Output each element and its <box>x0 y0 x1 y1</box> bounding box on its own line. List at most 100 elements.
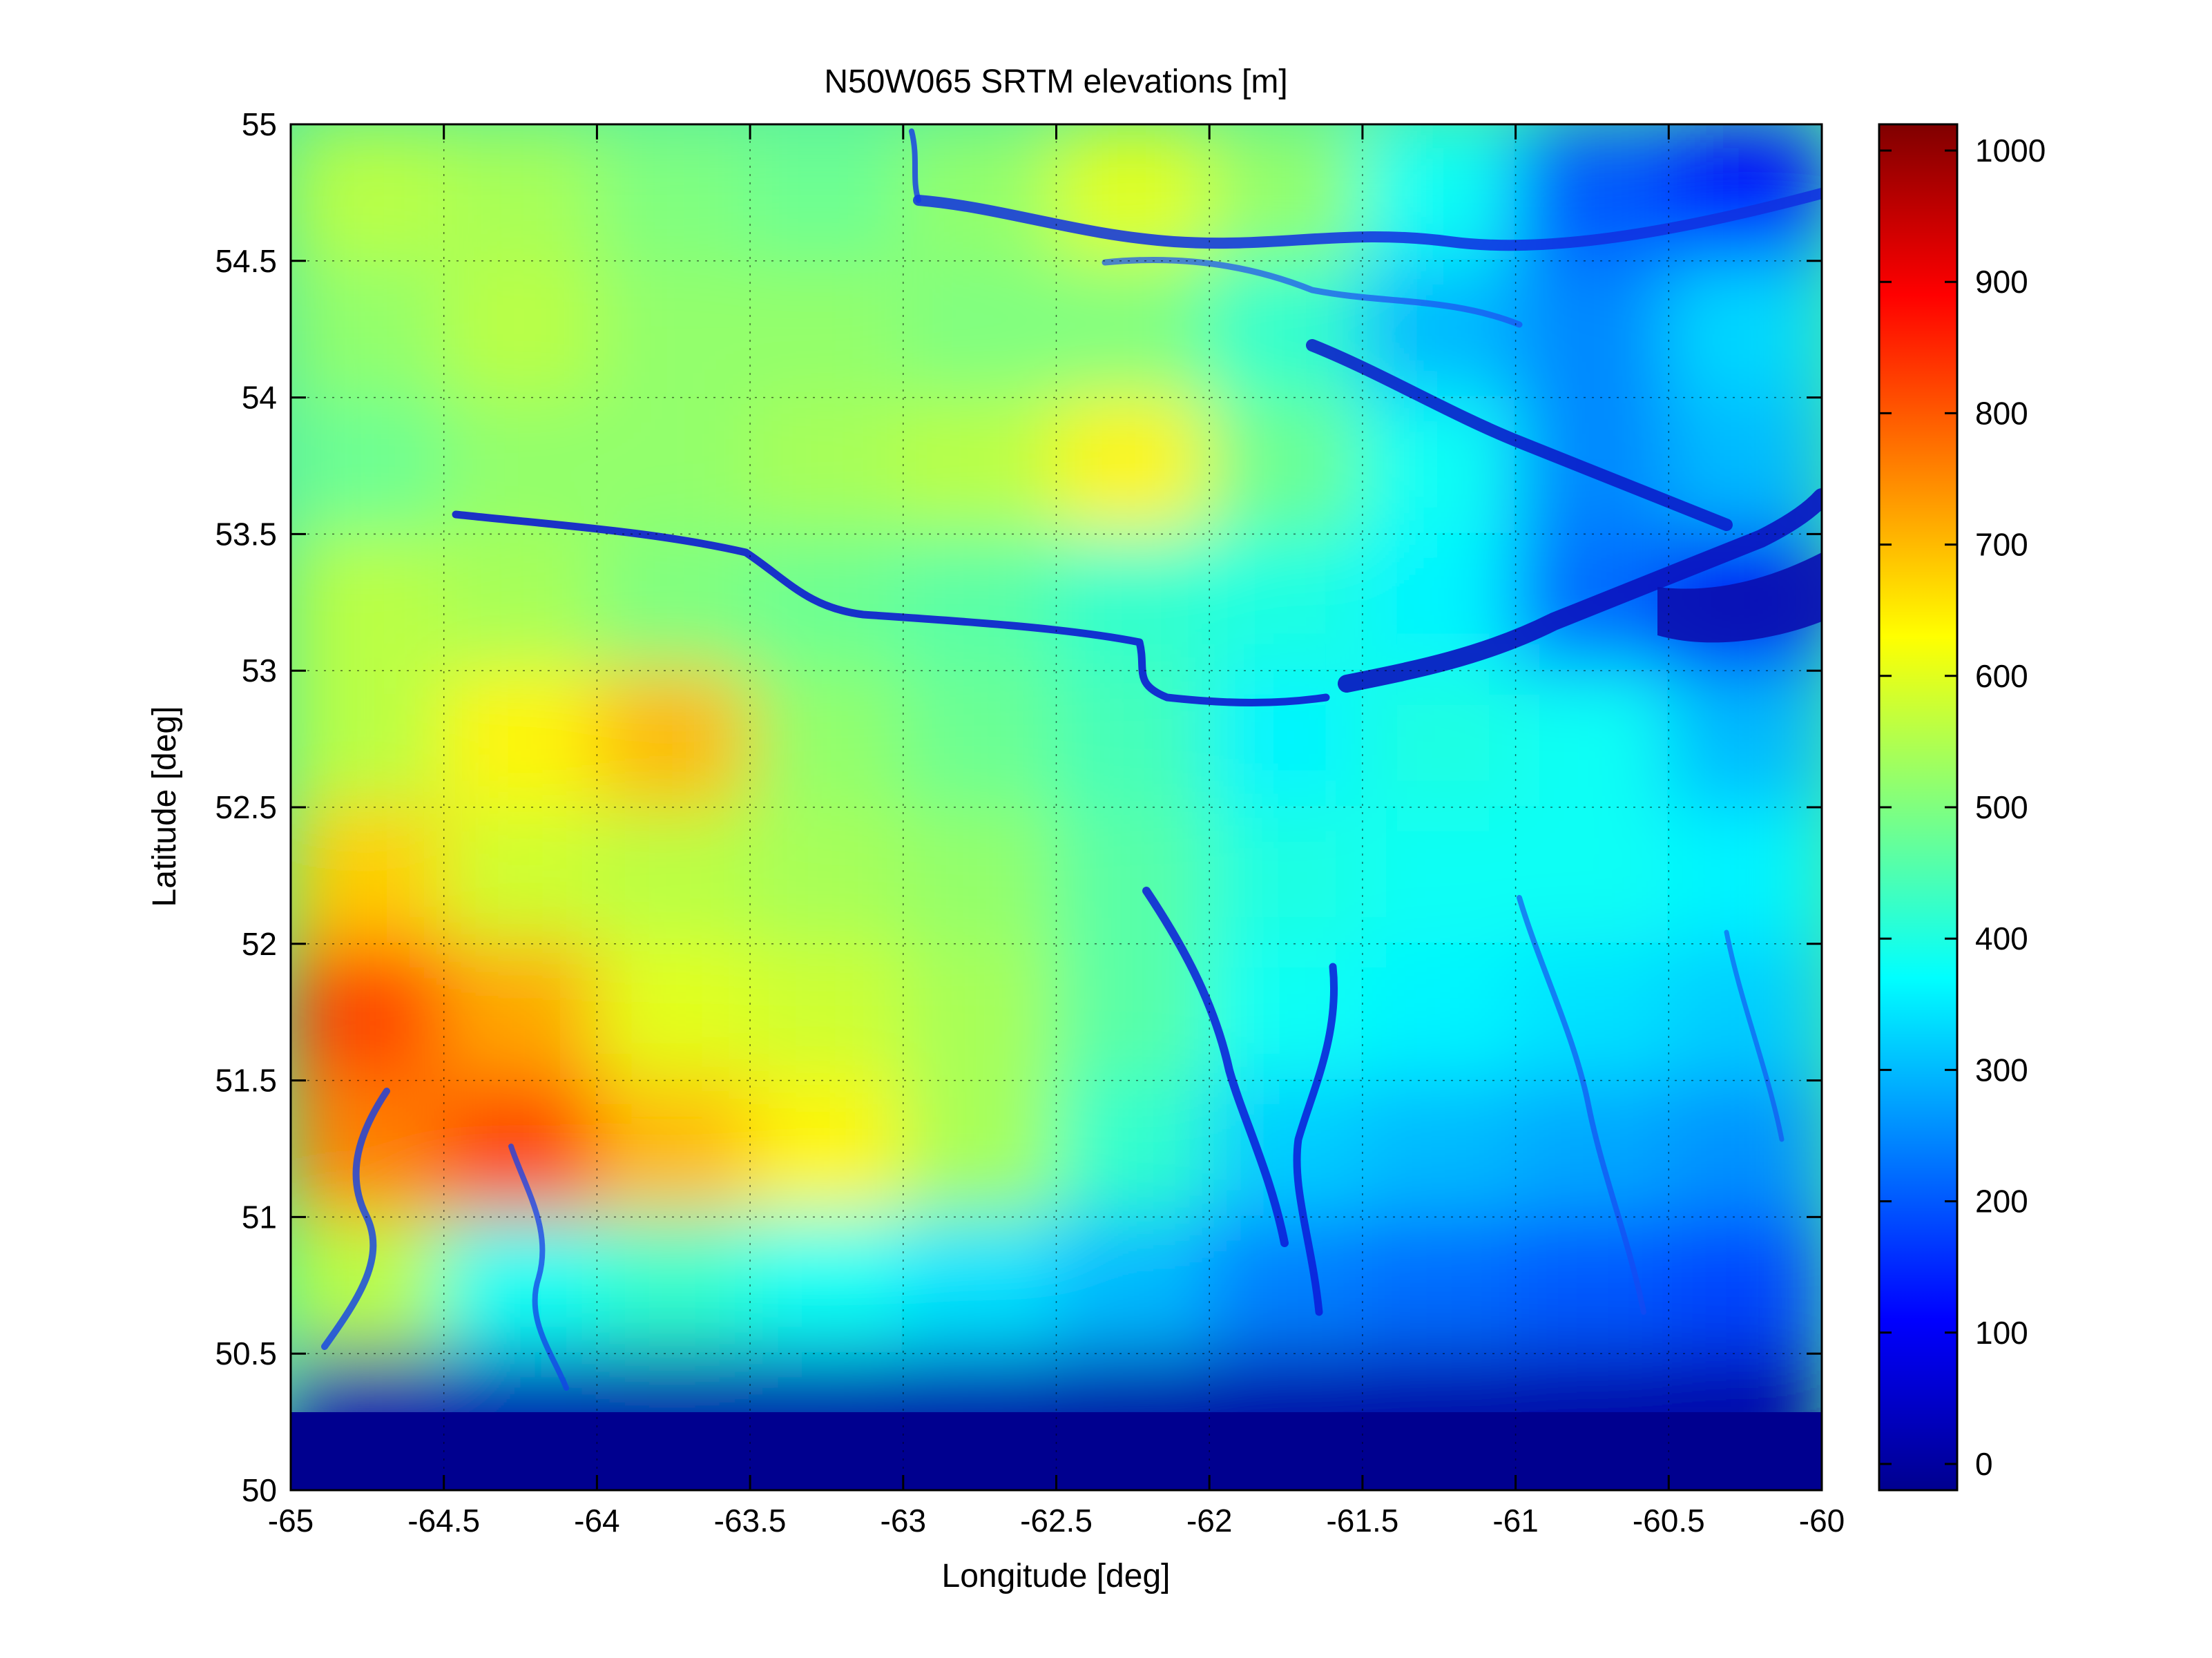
heatmap-cell <box>442 1215 599 1356</box>
colorbar-tick-label: 100 <box>1975 1315 2028 1351</box>
x-axis-label: Longitude [deg] <box>942 1558 1171 1594</box>
heatmap-cell <box>442 1079 599 1219</box>
colorbar-tick-label: 300 <box>1975 1052 2028 1088</box>
x-tick-label: -60 <box>1799 1503 1845 1539</box>
heatmap-cell <box>595 1215 752 1356</box>
heatmap-cell <box>1514 1079 1671 1219</box>
y-tick-label: 54 <box>242 380 277 416</box>
heatmap-cell <box>1667 1079 1822 1219</box>
heatmap-cell <box>595 396 752 536</box>
heatmap-cell <box>1055 1215 1211 1356</box>
heatmap-cell <box>749 396 905 536</box>
heatmap-cell <box>1360 942 1517 1082</box>
heatmap-cell <box>1208 1079 1364 1219</box>
heatmap-cell <box>1667 806 1822 945</box>
heatmap-cell <box>1055 806 1211 945</box>
river-south-east-1 <box>1517 895 1646 1315</box>
heatmap-cell <box>1514 1215 1671 1356</box>
x-tick-label: -64 <box>574 1503 619 1539</box>
heatmap-cell <box>901 124 1058 262</box>
colorbar-gradient <box>1878 123 1959 1492</box>
heatmap-cell <box>1360 806 1517 945</box>
heatmap-cell <box>1208 532 1364 673</box>
heatmap-cell <box>901 942 1058 1082</box>
heatmap-cell <box>749 1079 905 1219</box>
x-tick-label: -62 <box>1186 1503 1232 1539</box>
river-south-trunk-1 <box>1142 887 1289 1247</box>
heatmap-cell <box>1514 942 1671 1082</box>
river-north-main <box>913 188 1822 251</box>
heatmap-cell <box>749 942 905 1082</box>
heatmap-cell <box>291 124 445 262</box>
heatmap-cell <box>749 669 905 809</box>
heatmap-cell <box>749 124 905 262</box>
colorbar-tick-label: 800 <box>1975 395 2028 431</box>
heatmap-cell <box>1360 396 1517 536</box>
y-tick-label: 54.5 <box>215 243 277 279</box>
heatmap-cell <box>291 396 445 536</box>
river-southwest-2 <box>508 1144 569 1391</box>
heatmap-cell <box>901 669 1058 809</box>
colorbar-ticks: 0 100 200 300 400 500 600 700 800 900 1000 <box>1879 133 2046 1482</box>
heatmap-cell <box>1667 124 1822 262</box>
heatmap-cell <box>1055 1079 1211 1219</box>
colorbar-tick-label: 200 <box>1975 1184 2028 1220</box>
heatmap-cell <box>291 669 445 809</box>
heatmap-cell <box>749 259 905 399</box>
heatmap-cell <box>1055 532 1211 673</box>
colorbar-tick-label: 0 <box>1975 1446 1993 1482</box>
y-tick-label: 50 <box>242 1472 277 1508</box>
heatmap-cell <box>1514 259 1671 399</box>
heatmap-cell <box>1208 806 1364 945</box>
river-central-west <box>452 510 1330 706</box>
heatmap-cell <box>442 669 599 809</box>
heatmap-cell <box>1667 669 1822 809</box>
colorbar-tick-label: 700 <box>1975 527 2028 563</box>
colorbar-tick-label: 400 <box>1975 920 2028 956</box>
y-tick-label: 52.5 <box>215 789 277 825</box>
chart-title: N50W065 SRTM elevations [m] <box>824 64 1287 100</box>
heatmap-cell <box>442 942 599 1082</box>
heatmap-cell <box>291 1079 445 1219</box>
river-central-east <box>1338 488 1822 693</box>
heatmap-cell <box>595 259 752 399</box>
y-tick-label: 53 <box>242 653 277 688</box>
x-tick-label: -61 <box>1492 1503 1538 1539</box>
heatmap-cell <box>1055 669 1211 809</box>
heatmap-cell <box>291 532 445 673</box>
heatmap-cell <box>1055 942 1211 1082</box>
heatmap-cell <box>1667 942 1822 1082</box>
river-northeast-channel <box>1306 339 1733 531</box>
river-south-trunk-2 <box>1293 963 1338 1316</box>
y-tick-label: 53.5 <box>215 516 277 552</box>
heatmap-cell <box>1667 1215 1822 1356</box>
heatmap-cell <box>749 806 905 945</box>
y-axis-label: Latitude [deg] <box>146 706 183 907</box>
x-tick-label: -65 <box>268 1503 314 1539</box>
heatmap-cell <box>901 1079 1058 1219</box>
river-north-branch <box>1102 256 1523 328</box>
x-tick-label: -63.5 <box>714 1503 787 1539</box>
heatmap-cell <box>595 942 752 1082</box>
heatmap-cell <box>1360 669 1517 809</box>
y-tick-label: 55 <box>242 106 277 142</box>
colorbar-tick-label: 1000 <box>1975 133 2046 168</box>
heatmap-cell <box>1208 942 1364 1082</box>
heatmap-cell <box>595 532 752 673</box>
heatmap-cell <box>1208 396 1364 536</box>
river-north-tributary <box>909 128 921 203</box>
x-tick-label: -64.5 <box>407 1503 480 1539</box>
heatmap-cell <box>595 806 752 945</box>
heatmap-cell <box>595 124 752 262</box>
heatmap-cell <box>442 532 599 673</box>
heatmap-cell <box>595 669 752 809</box>
river-south-east-2 <box>1724 929 1785 1142</box>
heatmap-cell <box>442 806 599 945</box>
y-tick-label: 50.5 <box>215 1336 277 1371</box>
y-tick-label: 52 <box>242 926 277 962</box>
heatmap-cell <box>1360 1079 1517 1219</box>
heatmap-cell <box>595 1079 752 1219</box>
x-tick-label: -61.5 <box>1326 1503 1398 1539</box>
heatmap-cell <box>291 942 445 1082</box>
